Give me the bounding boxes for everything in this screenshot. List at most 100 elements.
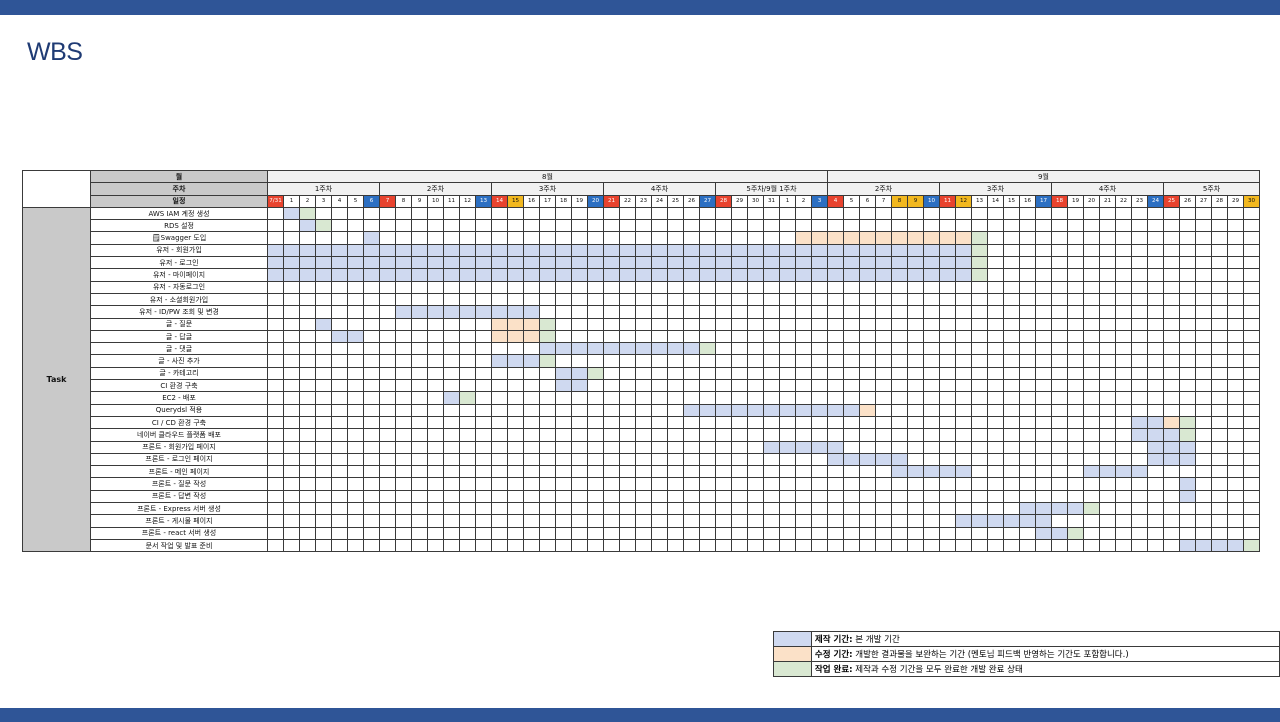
schedule-cell	[1131, 440, 1148, 454]
day-cell: 21	[1099, 194, 1116, 208]
schedule-cell	[715, 366, 732, 381]
schedule-cell	[1243, 206, 1260, 221]
schedule-cell	[315, 354, 332, 368]
schedule-cell	[347, 256, 364, 270]
schedule-cell	[987, 538, 1004, 553]
schedule-cell	[939, 538, 956, 553]
schedule-cell	[555, 403, 572, 417]
schedule-cell	[411, 477, 428, 491]
schedule-cell	[1003, 354, 1020, 368]
schedule-cell	[571, 342, 588, 356]
schedule-cell	[667, 391, 684, 405]
schedule-cell	[363, 489, 380, 504]
schedule-cell	[1051, 243, 1068, 258]
task-row: 유저 - 로그인	[23, 256, 1260, 270]
schedule-cell	[363, 268, 380, 282]
schedule-cell	[1163, 329, 1180, 344]
schedule-cell	[523, 465, 540, 479]
task-row: EC2 - 배포	[23, 391, 1260, 405]
schedule-cell	[795, 379, 812, 393]
schedule-cell	[1163, 489, 1180, 504]
schedule-cell	[395, 243, 412, 258]
schedule-cell	[779, 329, 796, 344]
schedule-cell	[1211, 391, 1228, 405]
schedule-cell	[987, 428, 1004, 442]
schedule-cell	[299, 317, 316, 331]
schedule-cell	[763, 243, 780, 258]
schedule-cell	[491, 231, 508, 245]
schedule-cell	[987, 403, 1004, 417]
schedule-cell	[939, 292, 956, 307]
schedule-cell	[1211, 452, 1228, 467]
schedule-cell	[347, 391, 364, 405]
task-row: 프론트 - react 서버 생성	[23, 526, 1260, 540]
schedule-cell	[331, 342, 348, 356]
week-header-label: 주차	[90, 182, 268, 196]
schedule-cell	[747, 465, 764, 479]
schedule-cell	[1179, 366, 1196, 381]
legend-desc: 개발한 결과물을 보완하는 기간 (멘토님 피드백 반영하는 기간도 포함합니다…	[852, 650, 1129, 660]
schedule-cell	[395, 379, 412, 393]
schedule-cell	[1051, 206, 1068, 221]
schedule-cell	[1179, 538, 1196, 553]
week-cell: 5주차	[1163, 182, 1260, 196]
schedule-cell	[299, 268, 316, 282]
schedule-cell	[507, 428, 524, 442]
schedule-cell	[411, 243, 428, 258]
schedule-cell	[923, 379, 940, 393]
schedule-cell	[779, 489, 796, 504]
schedule-cell	[491, 268, 508, 282]
schedule-cell	[875, 502, 892, 516]
legend-title: 수정 기간:	[814, 650, 853, 660]
schedule-cell	[523, 280, 540, 294]
schedule-cell	[539, 305, 556, 319]
schedule-cell	[699, 366, 716, 381]
schedule-cell	[1051, 342, 1068, 356]
legend-title: 작업 완료:	[814, 665, 853, 675]
task-name: 프론트 - 메인 페이지	[90, 465, 268, 479]
schedule-cell	[971, 292, 988, 307]
schedule-cell	[1195, 452, 1212, 467]
schedule-cell	[1131, 403, 1148, 417]
schedule-cell	[395, 526, 412, 540]
schedule-cell	[971, 489, 988, 504]
schedule-cell	[1163, 256, 1180, 270]
schedule-cell	[571, 415, 588, 430]
schedule-cell	[939, 243, 956, 258]
schedule-cell	[843, 317, 860, 331]
schedule-cell	[939, 354, 956, 368]
schedule-cell	[555, 514, 572, 528]
schedule-cell	[1051, 428, 1068, 442]
schedule-cell	[651, 292, 668, 307]
schedule-cell	[747, 231, 764, 245]
schedule-cell	[379, 317, 396, 331]
schedule-cell	[379, 342, 396, 356]
schedule-cell	[459, 292, 476, 307]
schedule-cell	[779, 465, 796, 479]
schedule-cell	[619, 231, 636, 245]
schedule-cell	[603, 428, 620, 442]
schedule-cell	[795, 280, 812, 294]
schedule-cell	[1003, 391, 1020, 405]
schedule-cell	[1083, 366, 1100, 381]
day-cell: 26	[1179, 194, 1196, 208]
schedule-cell	[667, 440, 684, 454]
schedule-cell	[651, 514, 668, 528]
schedule-cell	[955, 280, 972, 294]
schedule-cell	[1115, 526, 1132, 540]
schedule-cell	[539, 379, 556, 393]
schedule-cell	[411, 403, 428, 417]
schedule-cell	[331, 465, 348, 479]
schedule-cell	[395, 366, 412, 381]
schedule-cell	[539, 428, 556, 442]
schedule-cell	[1019, 415, 1036, 430]
schedule-cell	[907, 514, 924, 528]
schedule-cell	[459, 280, 476, 294]
schedule-cell	[395, 256, 412, 270]
day-cell: 8	[395, 194, 412, 208]
schedule-cell	[827, 329, 844, 344]
schedule-cell	[1243, 477, 1260, 491]
schedule-cell	[731, 477, 748, 491]
schedule-cell	[923, 538, 940, 553]
schedule-cell	[1227, 415, 1244, 430]
